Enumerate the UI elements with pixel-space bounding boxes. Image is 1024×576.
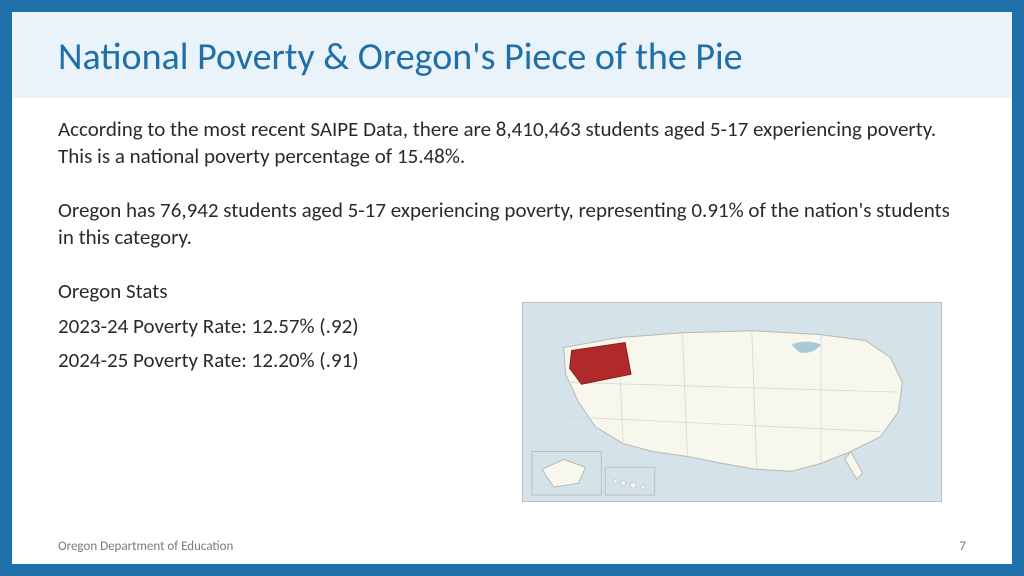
slide-number: 7 [959, 539, 966, 554]
slide: National Poverty & Oregon's Piece of the… [0, 0, 1024, 576]
paragraph-1: According to the most recent SAIPE Data,… [58, 116, 966, 171]
title-bar: National Poverty & Oregon's Piece of the… [12, 12, 1012, 98]
slide-title: National Poverty & Oregon's Piece of the… [58, 34, 966, 80]
footer-source: Oregon Department of Education [58, 539, 233, 554]
us-map-oregon-highlighted [522, 302, 942, 502]
map-svg [523, 303, 941, 501]
slide-footer: Oregon Department of Education 7 [58, 539, 966, 554]
paragraph-2: Oregon has 76,942 students aged 5-17 exp… [58, 197, 966, 252]
